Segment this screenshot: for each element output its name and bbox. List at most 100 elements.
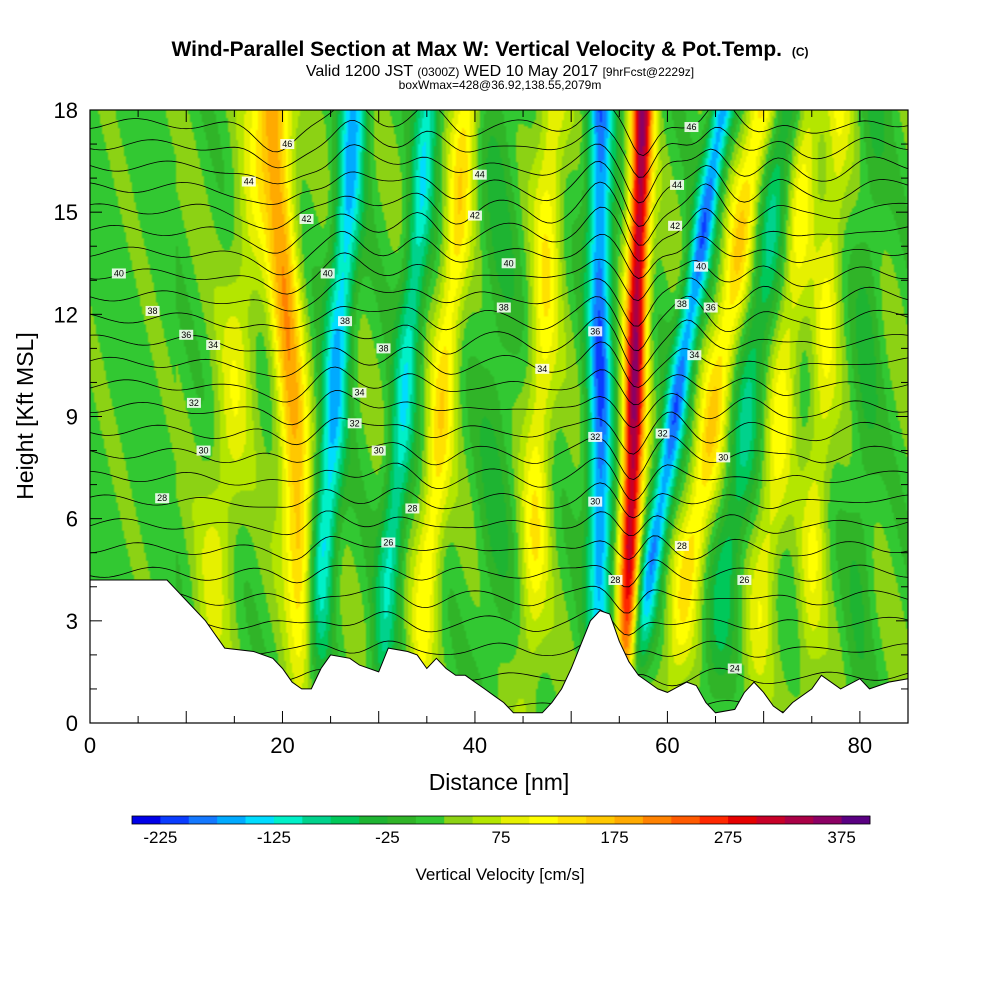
contour-label: 30	[716, 452, 731, 463]
colorbar-swatch	[813, 816, 843, 824]
contour-label: 26	[381, 537, 396, 548]
theta-contour-30	[90, 535, 908, 561]
contour-label-text: 46	[686, 122, 696, 132]
contour-label: 28	[405, 503, 420, 514]
contour-label-text: 32	[658, 429, 668, 439]
contour-label: 32	[186, 397, 201, 408]
colorbar-swatch	[302, 816, 332, 824]
colorbar-tick-label: 75	[492, 828, 511, 847]
contour-label: 42	[668, 220, 683, 231]
x-tick-label: 0	[84, 733, 96, 758]
contour-label-text: 30	[718, 452, 728, 462]
contour-label: 36	[179, 329, 194, 340]
theta-contour-41	[90, 277, 908, 327]
theta-contour-32	[90, 482, 908, 519]
contour-label: 40	[320, 268, 335, 279]
contour-label-text: 46	[282, 139, 292, 149]
contour-label: 44	[241, 176, 256, 187]
contour-label: 28	[155, 493, 170, 504]
theta-contour-45	[90, 181, 908, 246]
theta-contour-44	[90, 206, 908, 262]
y-axis-label: Height [Kft MSL]	[12, 332, 38, 499]
chart-subtitle-2: boxWmax=428@36.92,138.55,2079m	[399, 78, 602, 92]
theta-contour-47	[90, 143, 908, 204]
colorbar-swatch	[217, 816, 246, 824]
contour-label-text: 38	[340, 316, 350, 326]
theta-contour-28	[90, 585, 908, 614]
theta-contour-29	[90, 559, 908, 588]
chart-subtitle: Valid 1200 JST (0300Z) WED 10 May 2017 […	[306, 63, 694, 80]
colorbar-swatch	[557, 816, 587, 824]
contour-label: 34	[352, 387, 367, 398]
theta-contour-27	[90, 608, 908, 636]
contour-label: 40	[694, 261, 709, 272]
contour-label-text: 34	[208, 340, 218, 350]
colorbar-swatch	[671, 816, 701, 824]
colorbar-swatch	[472, 816, 502, 824]
x-tick-label: 20	[270, 733, 294, 758]
contour-label-text: 42	[302, 214, 312, 224]
colorbar-swatch	[188, 816, 218, 824]
contour-label: 46	[684, 122, 699, 133]
contour-label: 38	[145, 305, 160, 316]
colorbar-swatch	[614, 816, 644, 824]
contour-label-text: 28	[610, 575, 620, 585]
x-tick-label: 60	[655, 733, 679, 758]
contour-label-text: 28	[677, 541, 687, 551]
contour-label: 30	[196, 445, 211, 456]
contour-label-text: 36	[706, 303, 716, 313]
theta-contour-37	[90, 366, 908, 406]
theta-contour-36	[90, 390, 908, 429]
contour-label: 30	[588, 496, 603, 507]
contour-label-text: 38	[499, 303, 509, 313]
colorbar-swatch	[501, 816, 530, 824]
theta-contour-42	[90, 252, 908, 302]
colorbar-swatch	[273, 816, 303, 824]
contour-label-text: 30	[590, 497, 600, 507]
contour-label-text: 32	[189, 398, 199, 408]
contour-label: 40	[501, 258, 516, 269]
colorbar-swatch	[330, 816, 360, 824]
theta-contours	[90, 110, 908, 714]
contour-labels: 46 44 42 40 38 36 34 32 30 28 40 38 38 34 32 30 28 26 44 42…	[111, 122, 752, 674]
contour-label-text: 36	[590, 326, 600, 336]
contour-label: 36	[703, 302, 718, 313]
colorbar-label: Vertical Velocity [cm/s]	[415, 865, 584, 884]
contour-label-text: 32	[350, 418, 360, 428]
contour-label-text: 38	[677, 299, 687, 309]
contour-label: 32	[655, 428, 670, 439]
y-tick-label: 18	[54, 98, 78, 123]
colorbar-tick-label: 175	[600, 828, 628, 847]
contour-label: 38	[376, 343, 391, 354]
contour-label: 46	[280, 139, 295, 150]
colorbar-swatch	[444, 816, 474, 824]
contour-label: 42	[467, 210, 482, 221]
contour-label-text: 34	[689, 350, 699, 360]
y-tick-label: 0	[66, 711, 78, 736]
contour-label-text: 26	[383, 538, 393, 548]
theta-contour-31	[90, 510, 908, 537]
contour-label: 38	[338, 316, 353, 327]
y-tick-label: 6	[66, 507, 78, 532]
y-tick-label: 9	[66, 405, 78, 430]
contour-label: 28	[608, 574, 623, 585]
theta-contour-39	[90, 316, 908, 372]
theta-contour-34	[90, 435, 908, 481]
contour-label-text: 36	[181, 330, 191, 340]
theta-contour-33	[90, 457, 908, 502]
contour-label-text: 24	[730, 664, 740, 674]
theta-contour-43	[90, 231, 908, 279]
contour-label-text: 30	[374, 446, 384, 456]
vertical-velocity-field	[90, 110, 908, 723]
theta-contour-38	[90, 341, 908, 388]
contour-label-text: 44	[475, 170, 485, 180]
contour-label: 44	[472, 169, 487, 180]
colorbar-swatch	[132, 816, 161, 824]
y-tick-label: 3	[66, 609, 78, 634]
colorbar-tick-label: -125	[257, 828, 291, 847]
colorbar-swatch	[245, 816, 275, 824]
contour-label: 44	[670, 179, 685, 190]
contour-label: 36	[588, 326, 603, 337]
x-tick-label: 80	[848, 733, 872, 758]
